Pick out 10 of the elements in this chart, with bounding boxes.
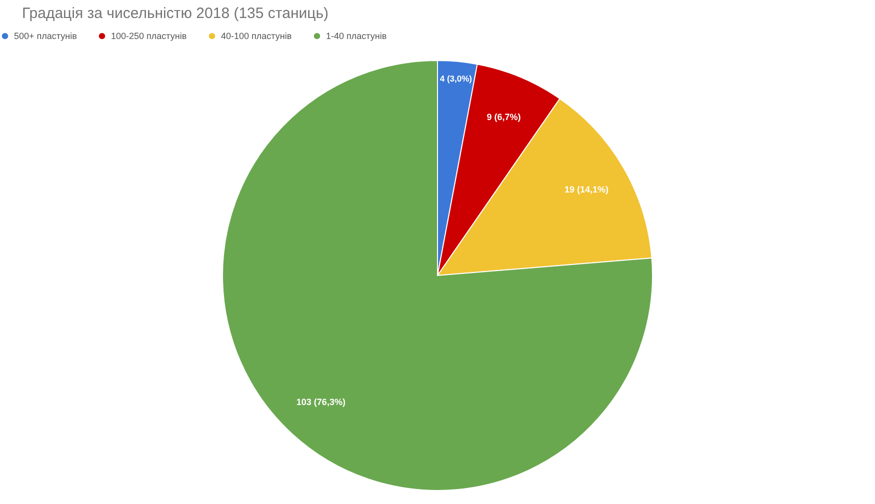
data-label: 19 (14,1%) — [564, 184, 608, 194]
legend-label: 500+ пластунів — [14, 31, 78, 42]
legend-label: 40-100 пластунів — [221, 31, 292, 42]
data-label: 103 (76,3%) — [296, 396, 346, 407]
data-label: 9 (6,7%) — [486, 112, 521, 122]
legend-label: 100-250 пластунів — [111, 31, 187, 42]
data-label: 4 (3,0%) — [440, 74, 472, 84]
pie-slice — [222, 60, 653, 491]
legend-label: 1-40 пластунів — [326, 31, 387, 42]
chart-title: Градація за чисельністю 2018 (135 станиць) — [22, 5, 329, 22]
